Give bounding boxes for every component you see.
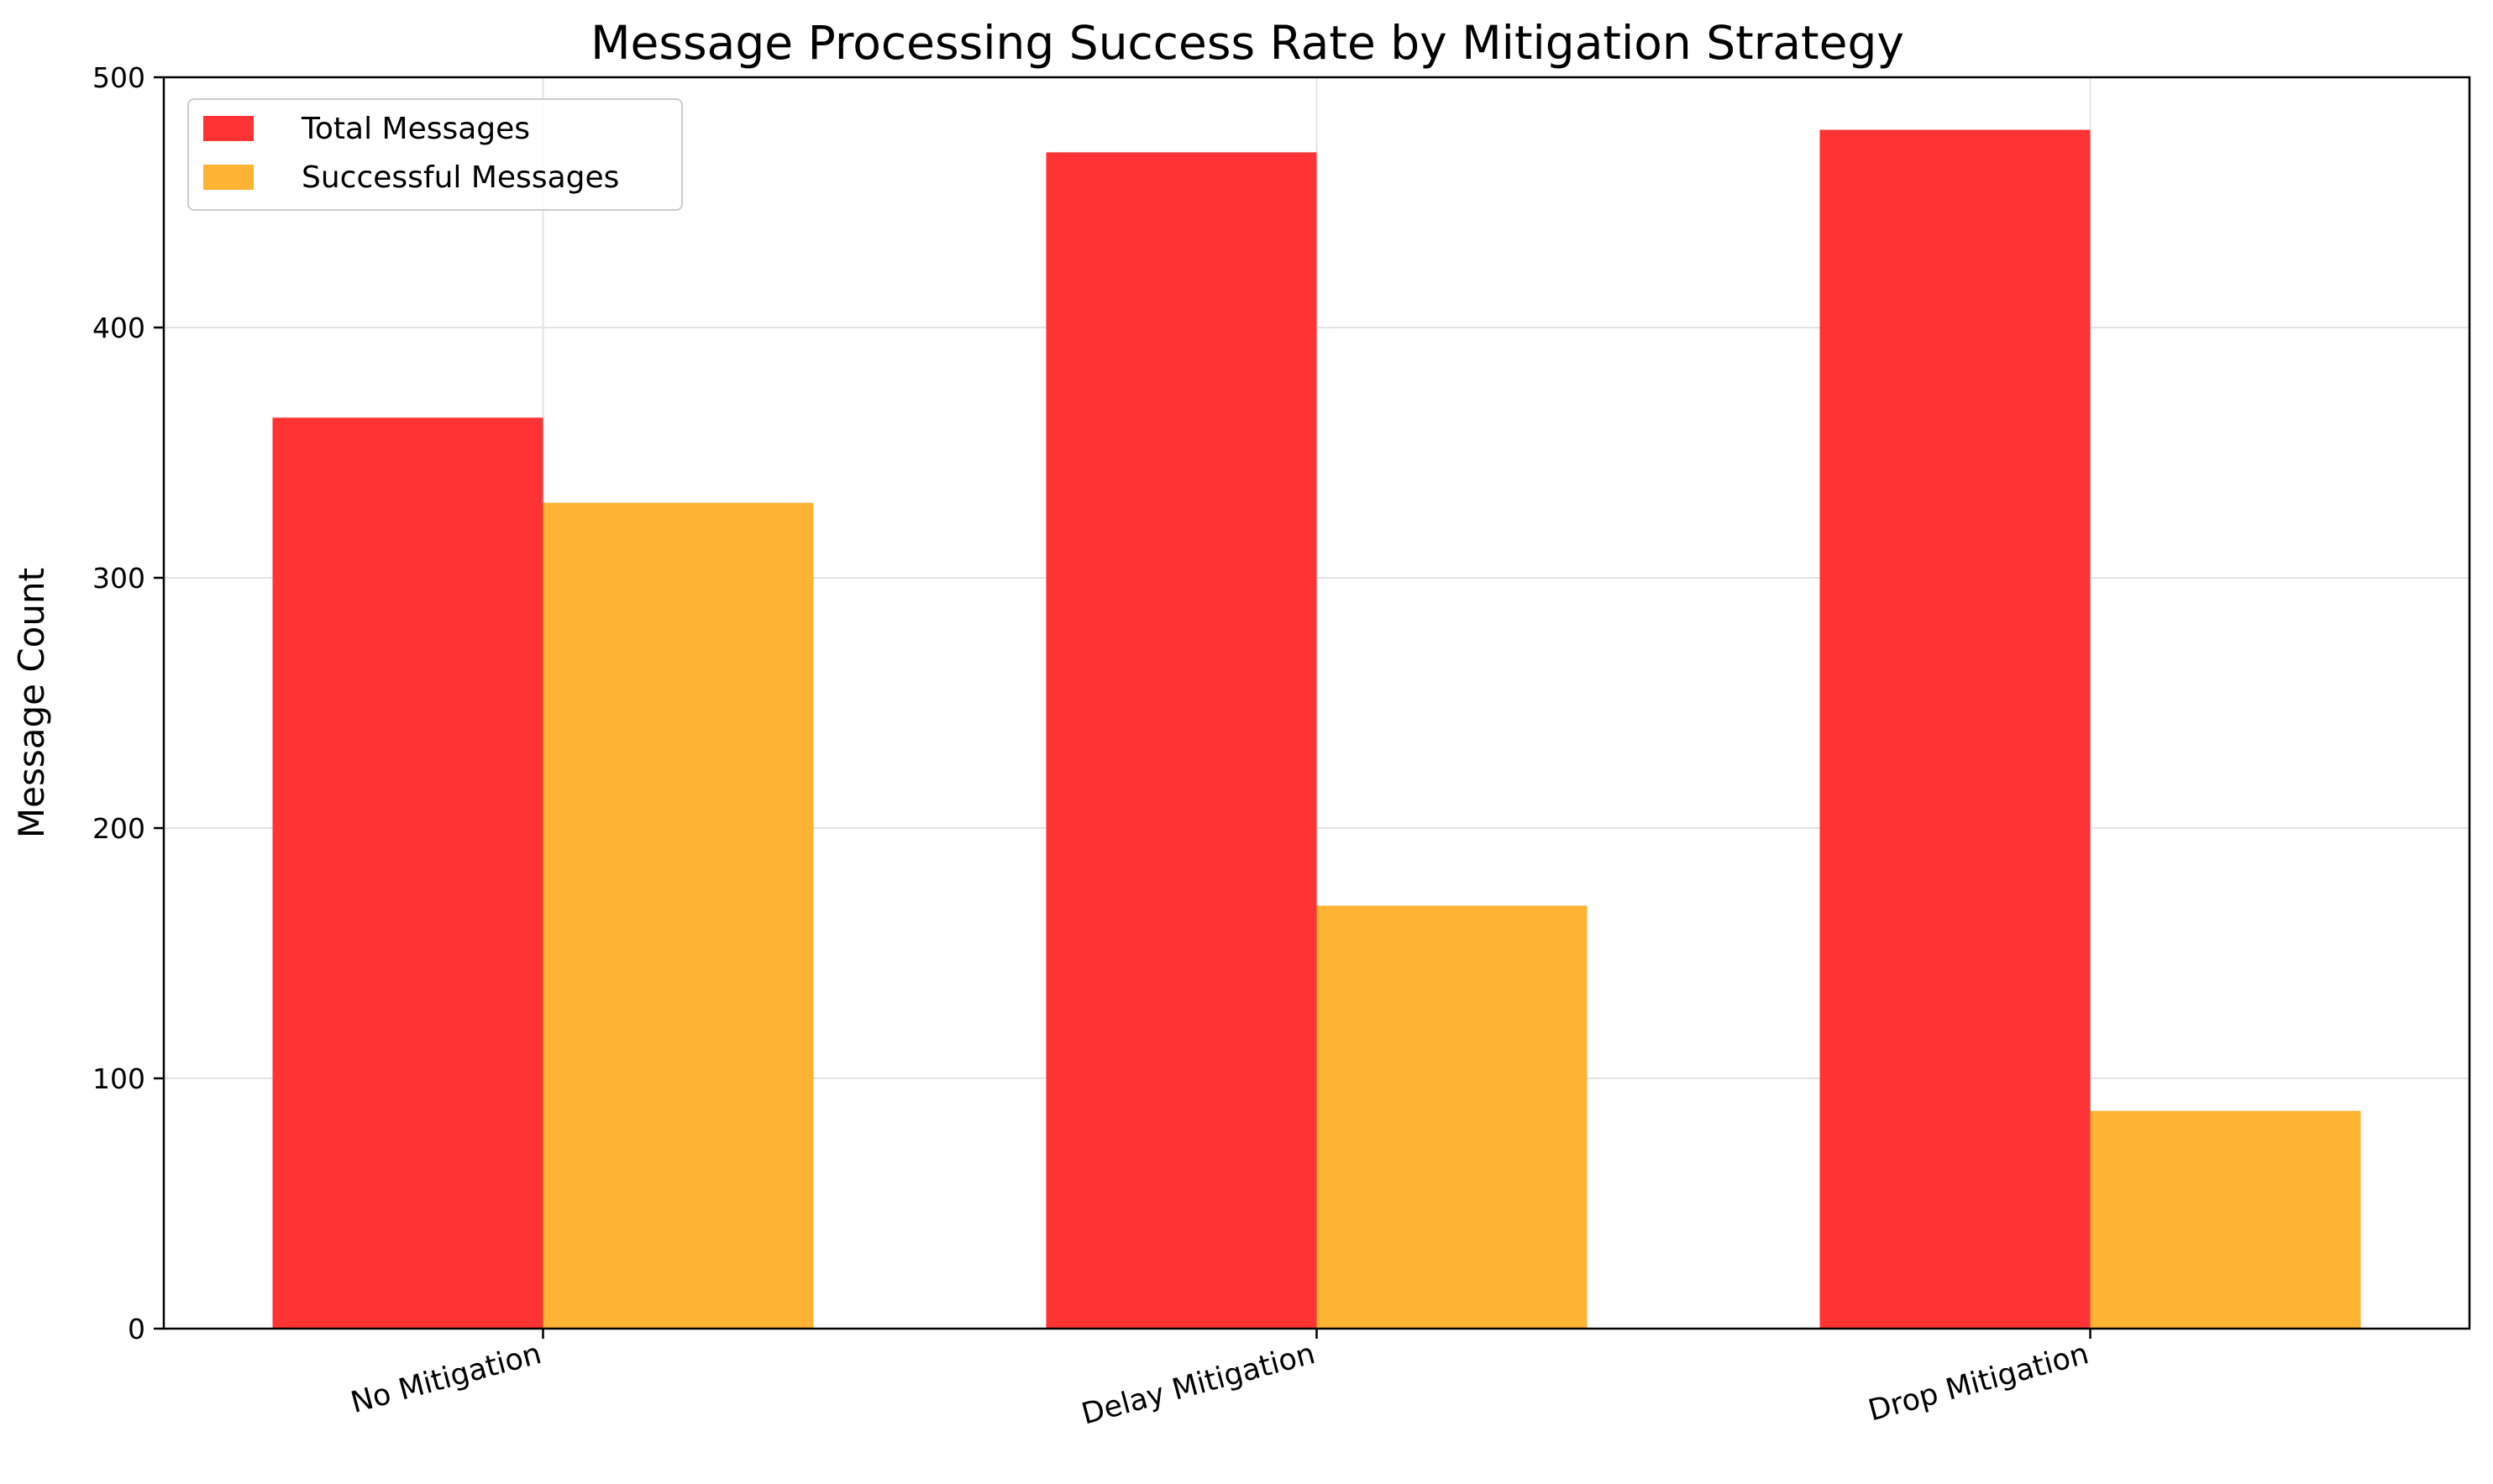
legend-swatch-1 (203, 165, 254, 190)
bar-successful-1 (1316, 905, 1588, 1329)
y-tick-label: 500 (92, 61, 145, 94)
chart-title: Message Processing Success Rate by Mitig… (590, 16, 1904, 70)
y-axis: 0 100 200 300 400 500 (92, 61, 164, 1345)
y-axis-label: Message Count (11, 568, 52, 838)
legend: Total Messages Successful Messages (187, 98, 683, 211)
y-tick-label: 0 (128, 1313, 145, 1345)
y-tick-label: 200 (92, 812, 145, 845)
legend-box (187, 98, 683, 211)
bars-group (272, 129, 2361, 1329)
bar-total-2 (1819, 129, 2091, 1329)
legend-label-1: Successful Messages (302, 160, 619, 195)
bar-successful-0 (543, 502, 814, 1329)
x-tick-label: No Mitigation (348, 1337, 545, 1420)
x-axis: No Mitigation Delay Mitigation Drop Mitiga… (348, 1329, 2092, 1432)
legend-swatch-0 (203, 116, 254, 141)
x-tick-label: Delay Mitigation (1079, 1337, 1319, 1432)
y-tick-label: 300 (92, 562, 145, 595)
y-tick-label: 400 (92, 312, 145, 344)
bar-total-0 (272, 417, 543, 1329)
legend-label-0: Total Messages (301, 112, 530, 146)
y-tick-label: 100 (92, 1062, 145, 1095)
x-tick-label: Drop Mitigation (1865, 1337, 2092, 1428)
bar-total-1 (1046, 152, 1317, 1329)
bar-successful-2 (2090, 1110, 2361, 1329)
